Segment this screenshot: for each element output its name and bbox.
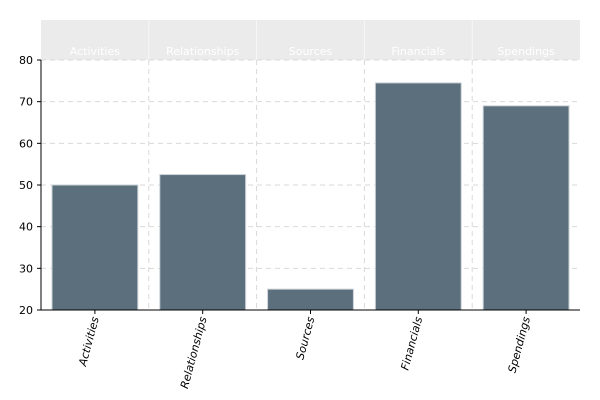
facet-strip-label: Activities — [70, 45, 120, 58]
y-tick-label: 70 — [19, 96, 33, 109]
facet-strip-label: Financials — [391, 45, 445, 58]
y-tick-label: 80 — [19, 54, 33, 67]
y-tick-label: 30 — [19, 262, 33, 275]
y-axis-ticks: 20 30 40 50 60 70 80 — [19, 54, 41, 317]
facet-strip-area: Activities Relationships Sources Financials… — [41, 20, 580, 60]
x-tick-label: Activities — [76, 315, 102, 368]
x-tick-label: Financials — [398, 315, 425, 371]
x-tick-label: Sources — [294, 315, 318, 361]
facet-strip-label: Spendings — [497, 45, 555, 58]
facet-strip-background — [41, 20, 580, 60]
grid-lines — [41, 59, 580, 310]
bar-relationships — [159, 174, 247, 311]
bars-group — [51, 82, 570, 311]
bar-financials — [374, 82, 462, 311]
bar-sources — [267, 288, 354, 311]
facet-strip-label: Relationships — [166, 45, 240, 58]
bar-activities — [51, 184, 139, 311]
facet-strip-label: Sources — [289, 45, 333, 58]
y-tick-label: 40 — [19, 221, 33, 234]
y-tick-label: 50 — [19, 179, 33, 192]
x-axis-labels: Activities Relationships Sources Financials… — [76, 310, 533, 390]
y-tick-label: 60 — [19, 137, 33, 150]
x-tick-label: Relationships — [178, 315, 210, 390]
x-tick-label: Spendings — [506, 315, 533, 374]
y-tick-label: 20 — [19, 304, 33, 317]
bar-spendings — [482, 105, 570, 311]
